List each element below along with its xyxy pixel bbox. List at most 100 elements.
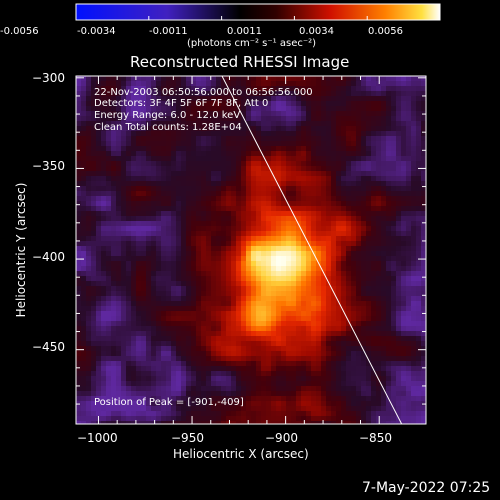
heatmap-cell	[81, 176, 86, 181]
heatmap-cell	[341, 341, 346, 346]
heatmap-cell	[186, 401, 191, 406]
heatmap-cell	[236, 341, 241, 346]
heatmap-cell	[356, 201, 361, 206]
heatmap-cell	[336, 241, 341, 246]
heatmap-cell	[321, 386, 326, 391]
heatmap-cell	[401, 381, 406, 386]
heatmap-cell	[141, 366, 146, 371]
heatmap-cell	[281, 396, 286, 401]
heatmap-cell	[286, 341, 291, 346]
heatmap-cell	[76, 376, 81, 381]
heatmap-cell	[321, 391, 326, 396]
heatmap-cell	[226, 151, 231, 156]
heatmap-cell	[381, 226, 386, 231]
heatmap-cell	[391, 226, 396, 231]
heatmap-cell	[331, 366, 336, 371]
heatmap-cell	[291, 306, 296, 311]
heatmap-cell	[331, 76, 336, 81]
heatmap-cell	[276, 196, 281, 201]
heatmap-cell	[321, 246, 326, 251]
heatmap-cell	[251, 211, 256, 216]
heatmap-cell	[156, 116, 161, 121]
heatmap-cell	[196, 216, 201, 221]
heatmap-cell	[131, 91, 136, 96]
heatmap-cell	[371, 361, 376, 366]
heatmap-cell	[166, 406, 171, 411]
heatmap-cell	[141, 256, 146, 261]
heatmap-cell	[266, 351, 271, 356]
heatmap-cell	[261, 336, 266, 341]
heatmap-cell	[121, 261, 126, 266]
heatmap-cell	[266, 76, 271, 81]
heatmap-cell	[271, 301, 276, 306]
heatmap-cell	[176, 271, 181, 276]
heatmap-cell	[86, 331, 91, 336]
heatmap-cell	[206, 111, 211, 116]
heatmap-cell	[101, 241, 106, 246]
heatmap-cell	[396, 276, 401, 281]
heatmap-cell	[316, 371, 321, 376]
heatmap-cell	[196, 86, 201, 91]
heatmap-cell	[126, 316, 131, 321]
heatmap-cell	[96, 126, 101, 131]
heatmap-cell	[306, 211, 311, 216]
heatmap-cell	[221, 141, 226, 146]
heatmap-cell	[321, 91, 326, 96]
heatmap-cell	[406, 76, 411, 81]
heatmap-cell	[156, 166, 161, 171]
heatmap-cell	[221, 241, 226, 246]
heatmap-cell	[216, 146, 221, 151]
heatmap-cell	[306, 81, 311, 86]
heatmap-cell	[251, 246, 256, 251]
heatmap-cell	[291, 266, 296, 271]
heatmap-cell	[311, 311, 316, 316]
heatmap-cell	[341, 376, 346, 381]
heatmap-cell	[151, 286, 156, 291]
heatmap-cell	[141, 306, 146, 311]
heatmap-cell	[231, 421, 236, 424]
heatmap-cell	[201, 206, 206, 211]
heatmap-cell	[401, 261, 406, 266]
heatmap-cell	[326, 136, 331, 141]
heatmap-cell	[356, 321, 361, 326]
heatmap-cell	[116, 111, 121, 116]
heatmap-cell	[166, 76, 171, 81]
heatmap-cell	[196, 271, 201, 276]
heatmap-cell	[146, 206, 151, 211]
heatmap-cell	[221, 156, 226, 161]
heatmap-cell	[121, 306, 126, 311]
heatmap-cell	[156, 221, 161, 226]
heatmap-cell	[416, 196, 421, 201]
heatmap-cell	[361, 86, 366, 91]
heatmap-cell	[246, 366, 251, 371]
heatmap-cell	[216, 286, 221, 291]
heatmap-cell	[216, 246, 221, 251]
heatmap-cell	[356, 186, 361, 191]
heatmap-cell	[341, 396, 346, 401]
heatmap-cell	[321, 291, 326, 296]
heatmap-cell	[161, 166, 166, 171]
heatmap-cell	[141, 386, 146, 391]
heatmap-cell	[401, 366, 406, 371]
heatmap-cell	[166, 316, 171, 321]
heatmap-cell	[306, 166, 311, 171]
heatmap-cell	[321, 106, 326, 111]
heatmap-cell	[381, 141, 386, 146]
heatmap-cell	[266, 256, 271, 261]
heatmap-cell	[171, 221, 176, 226]
heatmap-cell	[371, 141, 376, 146]
heatmap-cell	[301, 256, 306, 261]
heatmap-cell	[231, 346, 236, 351]
heatmap-cell	[291, 201, 296, 206]
heatmap-cell	[356, 311, 361, 316]
heatmap-cell	[351, 371, 356, 376]
heatmap-cell	[131, 141, 136, 146]
heatmap-cell	[366, 111, 371, 116]
heatmap-cell	[366, 76, 371, 81]
heatmap-cell	[236, 191, 241, 196]
heatmap-cell	[306, 276, 311, 281]
heatmap-cell	[331, 286, 336, 291]
heatmap-cell	[396, 201, 401, 206]
heatmap-cell	[351, 421, 356, 424]
heatmap-cell	[261, 216, 266, 221]
